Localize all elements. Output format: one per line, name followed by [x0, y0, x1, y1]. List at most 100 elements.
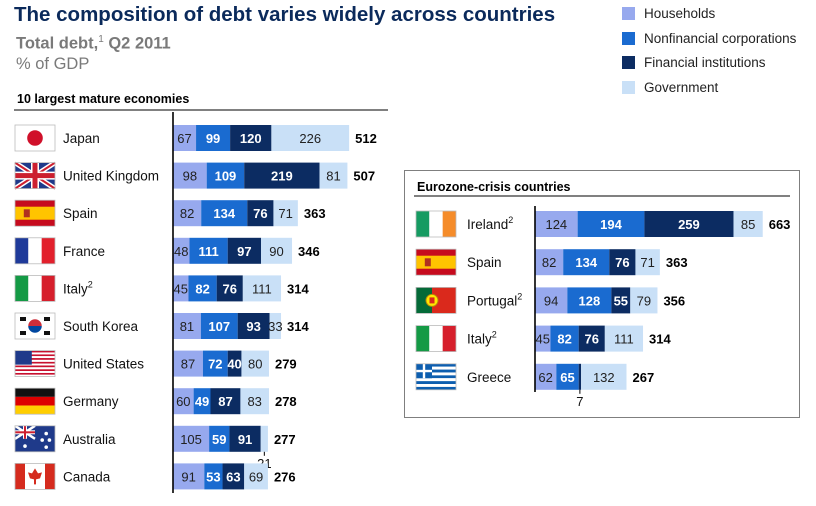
right-total-ireland: 663 [769, 217, 791, 232]
left-total-italy: 314 [287, 281, 309, 296]
left-label-united-kingdom: United Kingdom [63, 169, 159, 184]
right-value-spain-government: 71 [640, 255, 654, 270]
left-bar-italy-financial [216, 275, 243, 302]
left-value-canada-government: 69 [249, 469, 263, 484]
subtitle-text: Total debt, [16, 34, 99, 53]
left-bar-italy-government [242, 275, 282, 302]
right-value-portugal-households: 94 [544, 293, 558, 308]
right-bar-portugal-households [535, 287, 568, 314]
greece-flag-icon [415, 363, 457, 391]
right-value-greece-government: 132 [593, 370, 615, 385]
left-value-south-korea-nonfinancial: 107 [208, 319, 230, 334]
left-value-united-kingdom-nonfinancial: 109 [215, 169, 237, 184]
left-value-australia-households: 105 [180, 432, 202, 447]
left-bar-south-korea-nonfinancial [200, 313, 238, 339]
left-value-south-korea-government: 33 [268, 319, 282, 334]
right-bar-italy-households [535, 325, 551, 352]
right-value-spain-households: 82 [542, 255, 556, 270]
left-bar-united-states-households [173, 350, 203, 377]
right-bar-spain-government [635, 249, 660, 276]
right-value-italy-nonfinancial: 82 [557, 332, 571, 347]
left-bar-canada-government [244, 463, 268, 490]
left-value-france-government: 90 [269, 244, 283, 259]
left-value-italy-households: 45 [174, 281, 188, 296]
eurozone-panel [404, 170, 800, 418]
left-total-germany: 278 [275, 394, 297, 409]
left-bar-australia-government [260, 425, 268, 452]
right-value-greece-households: 62 [538, 370, 552, 385]
legend-swatch-nonfinancial [622, 31, 635, 45]
right-label-italy: Italy2 [467, 330, 497, 347]
left-bar-germany-government [240, 388, 269, 415]
right-value-ireland-households: 124 [545, 217, 567, 232]
right-bar-portugal-government [630, 287, 658, 314]
right-bar-italy-government [604, 325, 644, 352]
legend-label-government: Government [644, 80, 719, 96]
left-bar-japan-government [271, 125, 350, 151]
left-bar-canada-nonfinancial [204, 463, 223, 490]
right-total-greece: 267 [633, 370, 655, 385]
left-bar-united-states-financial [227, 350, 242, 377]
legend-swatch-households [622, 7, 635, 20]
left-bar-japan-nonfinancial [196, 125, 231, 151]
left-total-australia: 277 [274, 432, 296, 447]
left-footnote-italy: 2 [88, 279, 93, 289]
left-bar-united-kingdom-households [173, 162, 207, 189]
chart-unit: % of GDP [16, 55, 90, 73]
uk-flag-icon [13, 160, 57, 191]
right-bar-ireland-nonfinancial [577, 211, 645, 237]
left-bar-united-states-nonfinancial [202, 350, 228, 377]
right-label-spain: Spain [467, 255, 502, 270]
right-footnote-ireland: 2 [508, 215, 513, 225]
left-value-canada-nonfinancial: 53 [206, 469, 220, 484]
right-label-ireland: Ireland2 [467, 215, 513, 232]
left-value-germany-nonfinancial: 49 [195, 394, 209, 409]
left-value-spain-households: 82 [180, 206, 194, 221]
right-value-ireland-government: 85 [741, 217, 755, 232]
left-value-united-states-government: 80 [248, 357, 262, 372]
left-bar-france-nonfinancial [189, 237, 228, 264]
left-bar-germany-nonfinancial [193, 388, 211, 415]
left-bar-spain-nonfinancial [201, 200, 248, 227]
left-value-united-states-households: 87 [181, 357, 195, 372]
legend-swatch-government [622, 81, 635, 95]
right-value-ireland-financial: 259 [678, 217, 700, 232]
left-value-france-nonfinancial: 111 [198, 244, 218, 259]
right-value-portugal-financial: 55 [614, 293, 628, 308]
legend-label-nonfinancial: Nonfinancial corporations [644, 30, 797, 46]
left-value-spain-government: 71 [278, 206, 292, 221]
left-panel-title: 10 largest mature economies [17, 92, 190, 106]
left-bar-italy-households [173, 275, 189, 302]
spain-flag-icon [14, 199, 56, 227]
left-value-australia-nonfinancial: 59 [212, 432, 226, 447]
france-flag-icon [14, 237, 56, 265]
left-total-france: 346 [298, 244, 320, 259]
left-bar-spain-households [173, 200, 202, 227]
korea-flag-icon [14, 312, 56, 340]
chart-title: The composition of debt varies widely ac… [14, 3, 556, 26]
right-bar-greece-households [535, 363, 557, 390]
left-bar-united-kingdom-financial [244, 162, 320, 189]
right-value-portugal-nonfinancial: 128 [579, 293, 601, 308]
right-panel-title: Eurozone-crisis countries [417, 180, 571, 194]
right-label-portugal: Portugal2 [467, 291, 522, 308]
left-value-japan-nonfinancial: 99 [206, 131, 220, 146]
canada-flag-icon [14, 462, 56, 490]
right-total-portugal: 356 [663, 293, 685, 308]
left-value-germany-government: 83 [247, 394, 261, 409]
left-label-germany: Germany [63, 394, 119, 409]
left-total-canada: 276 [274, 469, 296, 484]
left-value-united-states-financial: 40 [227, 357, 241, 372]
left-value-italy-financial: 76 [223, 281, 237, 296]
right-value-italy-households: 45 [536, 332, 550, 347]
chart-subtitle: Total debt,1 Q2 2011 [16, 34, 171, 54]
left-value-germany-financial: 87 [218, 394, 232, 409]
right-bar-ireland-financial [644, 211, 734, 237]
left-value-italy-government: 111 [252, 281, 272, 296]
right-footnote-portugal: 2 [517, 291, 522, 301]
left-bar-united-kingdom-nonfinancial [206, 162, 245, 189]
left-bar-united-states-government [241, 350, 269, 377]
left-value-australia-financial: 91 [238, 432, 252, 447]
left-bar-spain-financial [247, 200, 274, 227]
